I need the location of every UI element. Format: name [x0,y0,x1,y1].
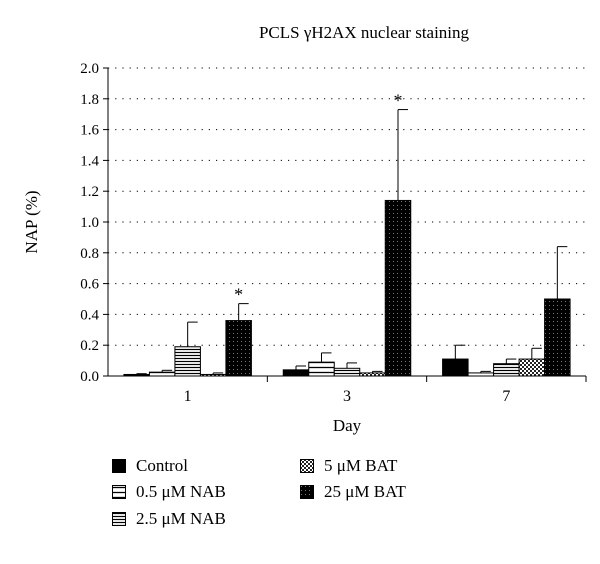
legend-swatch [112,485,126,499]
y-tick-label: 1.8 [80,92,99,108]
bar-chart: PCLS γH2AX nuclear staining 0.0 0.2 0.4 0.6… [22,23,587,435]
legend-item: 2.5 μM NAB [112,509,226,529]
bar [493,363,520,377]
chart-title: PCLS γH2AX nuclear staining [259,23,470,42]
legend-label: 0.5 μM NAB [136,482,226,501]
y-tick-label: 1.4 [80,153,99,169]
bar [148,371,176,377]
legend-item: Control [112,456,188,476]
legend-swatch [112,459,126,473]
y-tick-label: 2.0 [80,61,99,77]
legend-label: 25 μM BAT [324,482,406,501]
legend-swatch [300,459,314,473]
bar [282,369,310,377]
bar [308,361,335,377]
legend-label: 2.5 μM NAB [136,509,226,528]
bar [442,358,469,377]
legend-swatch [300,485,314,499]
legend-label: Control [136,456,188,475]
bar [333,367,361,377]
y-tick-label: 0.2 [80,338,99,354]
y-tick-label: 1.2 [80,184,99,200]
x-tick-label: 1 [184,388,192,405]
y-axis-label: NAP (%) [22,190,41,253]
y-tick-label: 0.4 [80,307,99,323]
x-tick-label: 7 [502,388,510,405]
bar [518,358,546,377]
y-tick-label: 0.0 [80,369,99,385]
error-bars [136,109,568,375]
bar [174,346,201,377]
y-tick-label: 1.6 [80,123,99,139]
legend-item: 25 μM BAT [300,482,406,502]
legend-swatch [112,512,126,526]
bar [225,320,252,377]
annotations: ** [234,91,402,305]
y-axis-ticks: 0.0 0.2 0.4 0.6 0.8 1.0 1.2 1.4 1.6 1.8 2.0 [80,61,108,385]
x-axis-ticks: 1 3 7 [184,376,587,405]
bars [123,199,571,377]
x-tick-label: 3 [343,388,351,405]
bar [544,298,571,377]
significance-marker: * [394,91,403,111]
bar [384,199,412,377]
legend-item: 0.5 μM NAB [112,482,226,502]
y-tick-label: 0.8 [80,246,99,262]
legend-item: 5 μM BAT [300,456,397,476]
grid-lines [108,67,586,346]
significance-marker: * [234,285,243,305]
y-tick-label: 1.0 [80,215,99,231]
legend-label: 5 μM BAT [324,456,398,475]
x-axis-label: Day [333,416,362,435]
y-tick-label: 0.6 [80,277,99,293]
